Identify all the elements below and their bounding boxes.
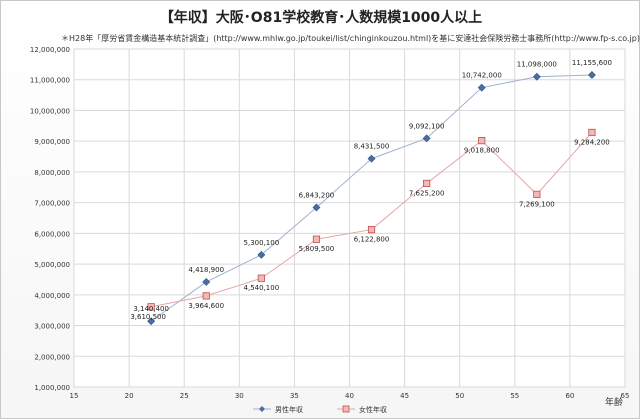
data-label: 6,122,800 — [354, 236, 390, 244]
data-point-male — [202, 278, 211, 286]
x-tick-label: 55 — [510, 392, 519, 400]
data-point-male — [147, 317, 156, 326]
data-labels: 3,140,400 4,418,900 5,300,100 6,843,200 8,43… — [130, 59, 612, 321]
data-label: 3,964,600 — [188, 302, 224, 310]
y-axis-ticks: 1,000,000 2,000,000 3,000,000 4,000,000 5,00… — [30, 46, 70, 392]
data-label: 3,140,400 — [133, 305, 169, 313]
legend-label: 男性年収 — [275, 405, 303, 414]
y-tick-label: 6,000,000 — [34, 230, 70, 238]
x-tick-label: 60 — [565, 392, 574, 400]
data-point-female — [423, 179, 431, 188]
x-tick-label: 15 — [70, 392, 79, 400]
x-tick-label: 35 — [290, 392, 299, 400]
data-point-female — [478, 137, 486, 145]
x-axis-ticks: 15 20 25 30 35 40 45 50 55 60 65 — [70, 392, 630, 400]
data-label: 11,155,600 — [572, 59, 612, 67]
data-label: 11,098,000 — [517, 61, 557, 69]
y-tick-label: 1,000,000 — [34, 384, 70, 392]
y-tick-label: 12,000,000 — [30, 46, 70, 54]
y-tick-label: 4,000,000 — [34, 292, 70, 300]
data-label: 5,809,500 — [299, 245, 335, 253]
data-point-male — [257, 250, 266, 259]
x-tick-label: 45 — [400, 392, 409, 400]
legend-marker-male — [259, 406, 265, 412]
y-tick-label: 11,000,000 — [30, 77, 70, 85]
x-tick-label: 40 — [345, 392, 354, 400]
legend-marker-female — [342, 405, 350, 413]
y-tick-label: 7,000,000 — [34, 200, 70, 208]
data-label: 6,843,200 — [299, 191, 335, 199]
data-label: 4,540,100 — [244, 284, 280, 292]
data-point-female — [312, 235, 321, 243]
y-tick-label: 5,000,000 — [34, 261, 70, 269]
data-point-male — [588, 71, 596, 79]
data-point-female — [367, 225, 376, 234]
data-label: 9,018,800 — [464, 147, 500, 155]
data-point-male — [532, 72, 541, 81]
data-point-male — [422, 134, 431, 143]
data-point-female — [202, 292, 210, 300]
data-point-male — [312, 203, 321, 212]
y-tick-label: 9,000,000 — [34, 138, 70, 146]
data-point-female — [257, 274, 265, 282]
data-point-male — [477, 83, 486, 92]
y-tick-label: 8,000,000 — [34, 169, 70, 177]
x-axis-label: 年齢 — [605, 396, 623, 408]
data-point-female — [588, 128, 596, 137]
x-tick-label: 25 — [180, 392, 189, 400]
data-point-male — [367, 154, 376, 163]
x-tick-label: 30 — [235, 392, 244, 400]
y-tick-label: 2,000,000 — [34, 353, 70, 361]
data-label: 7,625,200 — [409, 189, 445, 197]
data-point-female — [147, 303, 155, 311]
chart-title: 【年収】大阪･O81学校教育･人数規模1000人以上 — [160, 9, 482, 26]
data-point-female — [533, 190, 541, 198]
data-label: 7,269,100 — [519, 200, 555, 208]
legend-label: 女性年収 — [359, 405, 387, 414]
data-label: 10,742,000 — [462, 72, 502, 80]
y-tick-label: 3,000,000 — [34, 323, 70, 331]
legend: 男性年収 女性年収 — [253, 405, 387, 414]
x-tick-label: 50 — [455, 392, 464, 400]
y-tick-label: 10,000,000 — [30, 107, 70, 115]
x-tick-label: 20 — [125, 392, 134, 400]
data-label: 8,431,500 — [354, 143, 390, 151]
series-markers — [147, 71, 596, 326]
data-label: 5,300,100 — [244, 239, 280, 247]
gridlines — [73, 48, 626, 388]
data-label: 9,284,200 — [574, 138, 610, 146]
x-tick-label: 65 — [621, 392, 630, 400]
data-label: 9,092,100 — [409, 122, 445, 130]
chart-subtitle: ＊H28年「厚労省賃金構造基本統計調査」(http://www.mhlw.go.… — [61, 33, 640, 43]
data-label: 3,610,500 — [130, 313, 166, 321]
data-label: 4,418,900 — [188, 266, 224, 274]
